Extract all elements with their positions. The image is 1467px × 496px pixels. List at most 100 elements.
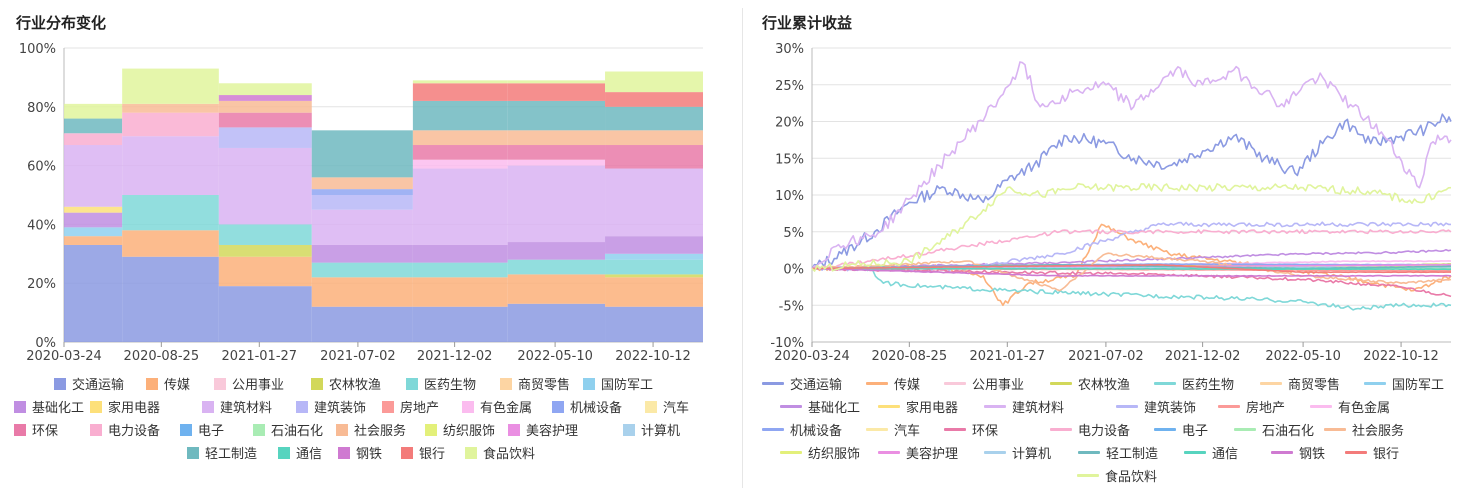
- legend-item[interactable]: 建筑材料: [984, 401, 1064, 417]
- legend-swatch: [984, 405, 1006, 408]
- legend-item[interactable]: 农林牧渔: [1050, 378, 1130, 394]
- area-segment: [311, 244, 413, 263]
- legend-item[interactable]: 银行: [1345, 447, 1399, 463]
- legend-label: 银行: [1373, 447, 1400, 462]
- legend-item[interactable]: 农林牧渔: [311, 378, 381, 394]
- legend-item[interactable]: 医药生物: [1154, 378, 1234, 394]
- legend-label: 通信: [296, 447, 323, 462]
- legend-item[interactable]: 传媒: [146, 378, 190, 394]
- area-segment: [507, 274, 606, 304]
- legend-item[interactable]: 基础化工: [14, 401, 84, 417]
- legend-item[interactable]: 美容护理: [508, 424, 578, 440]
- series-line: [811, 113, 1452, 269]
- legend-label: 公用事业: [972, 378, 1025, 393]
- legend-swatch: [1154, 382, 1176, 385]
- legend-item[interactable]: 轻工制造: [1078, 447, 1158, 463]
- x-tick-label: 2021-07-02: [320, 349, 396, 364]
- area-segment: [605, 277, 703, 307]
- legend-item[interactable]: 钢铁: [338, 447, 382, 463]
- legend-item[interactable]: 机械设备: [762, 424, 842, 440]
- area-segment: [64, 206, 123, 213]
- legend-swatch: [462, 401, 474, 413]
- legend-item[interactable]: 商贸零售: [500, 378, 570, 394]
- legend-item[interactable]: 建筑材料: [202, 401, 272, 417]
- legend-item[interactable]: 医药生物: [406, 378, 476, 394]
- legend-item[interactable]: 计算机: [984, 447, 1051, 463]
- legend-item[interactable]: 电子: [180, 424, 224, 440]
- legend-item[interactable]: 建筑装饰: [1116, 401, 1196, 417]
- legend-swatch: [508, 424, 520, 436]
- area-segment: [507, 83, 606, 101]
- legend-swatch: [645, 401, 657, 413]
- legend-item[interactable]: 家用电器: [90, 401, 160, 417]
- legend-item[interactable]: 石油石化: [1234, 424, 1314, 440]
- legend-item[interactable]: 房地产: [382, 401, 439, 417]
- legend-label: 建筑装饰: [1144, 401, 1197, 416]
- area-segment: [605, 236, 703, 254]
- legend-item[interactable]: 食品饮料: [465, 447, 535, 463]
- legend-item[interactable]: 交通运输: [54, 378, 124, 394]
- legend-item[interactable]: 环保: [944, 424, 998, 440]
- area-segment: [311, 262, 413, 278]
- legend-item[interactable]: 纺织服饰: [780, 447, 860, 463]
- area-segment: [605, 130, 703, 146]
- legend-item[interactable]: 有色金属: [1310, 401, 1390, 417]
- legend-swatch: [336, 424, 348, 436]
- legend-item[interactable]: 公用事业: [214, 378, 284, 394]
- y-tick-label: 10%: [775, 189, 804, 204]
- area-segment: [218, 112, 312, 128]
- legend-item[interactable]: 基础化工: [780, 401, 860, 417]
- legend-item[interactable]: 交通运输: [762, 378, 842, 394]
- legend-item[interactable]: 食品饮料: [1077, 470, 1157, 486]
- legend-swatch: [1078, 451, 1100, 454]
- area-segment: [218, 127, 312, 148]
- legend-item[interactable]: 国防军工: [1364, 378, 1444, 394]
- legend-item[interactable]: 公用事业: [944, 378, 1024, 394]
- legend-item[interactable]: 社会服务: [1324, 424, 1404, 440]
- legend-item[interactable]: 轻工制造: [187, 447, 257, 463]
- series-line: [811, 229, 1452, 270]
- x-tick-label: 2020-08-25: [872, 349, 948, 364]
- legend-swatch: [1050, 428, 1072, 431]
- legend-item[interactable]: 石油石化: [253, 424, 323, 440]
- legend-item[interactable]: 汽车: [645, 401, 689, 417]
- legend-swatch: [1260, 382, 1282, 385]
- legend-item[interactable]: 国防军工: [583, 378, 653, 394]
- legend-item[interactable]: 电力设备: [90, 424, 160, 440]
- legend-item[interactable]: 房地产: [1218, 401, 1285, 417]
- legend-item[interactable]: 纺织服饰: [425, 424, 495, 440]
- legend-item[interactable]: 通信: [1184, 447, 1238, 463]
- legend-swatch: [214, 378, 226, 390]
- legend-item[interactable]: 社会服务: [336, 424, 406, 440]
- legend-item[interactable]: 家用电器: [878, 401, 958, 417]
- x-tick-label: 2021-07-02: [1068, 349, 1144, 364]
- area-segment: [412, 130, 508, 146]
- area-segment: [218, 256, 312, 287]
- legend-swatch: [338, 447, 350, 459]
- legend-item[interactable]: 美容护理: [878, 447, 958, 463]
- legend-item[interactable]: 机械设备: [552, 401, 622, 417]
- x-tick-label: 2021-01-27: [222, 349, 298, 364]
- panel-divider: [742, 8, 743, 488]
- legend-item[interactable]: 钢铁: [1271, 447, 1325, 463]
- legend-swatch: [780, 405, 802, 408]
- legend-item[interactable]: 建筑装饰: [296, 401, 366, 417]
- legend-swatch: [406, 378, 418, 390]
- legend-item[interactable]: 计算机: [623, 424, 680, 440]
- legend-item[interactable]: 电子: [1154, 424, 1208, 440]
- legend-item[interactable]: 传媒: [866, 378, 920, 394]
- legend-item[interactable]: 环保: [14, 424, 58, 440]
- legend-label: 基础化工: [808, 401, 861, 416]
- legend-item[interactable]: 通信: [278, 447, 322, 463]
- legend-swatch: [180, 424, 192, 436]
- legend-item[interactable]: 电力设备: [1050, 424, 1130, 440]
- y-tick-label: -5%: [779, 299, 804, 314]
- area-segment: [122, 112, 219, 137]
- area-segment: [311, 177, 413, 190]
- legend-swatch: [1345, 451, 1367, 454]
- area-segment: [64, 236, 123, 245]
- legend-item[interactable]: 商贸零售: [1260, 378, 1340, 394]
- legend-item[interactable]: 有色金属: [462, 401, 532, 417]
- legend-item[interactable]: 银行: [401, 447, 445, 463]
- legend-item[interactable]: 汽车: [866, 424, 920, 440]
